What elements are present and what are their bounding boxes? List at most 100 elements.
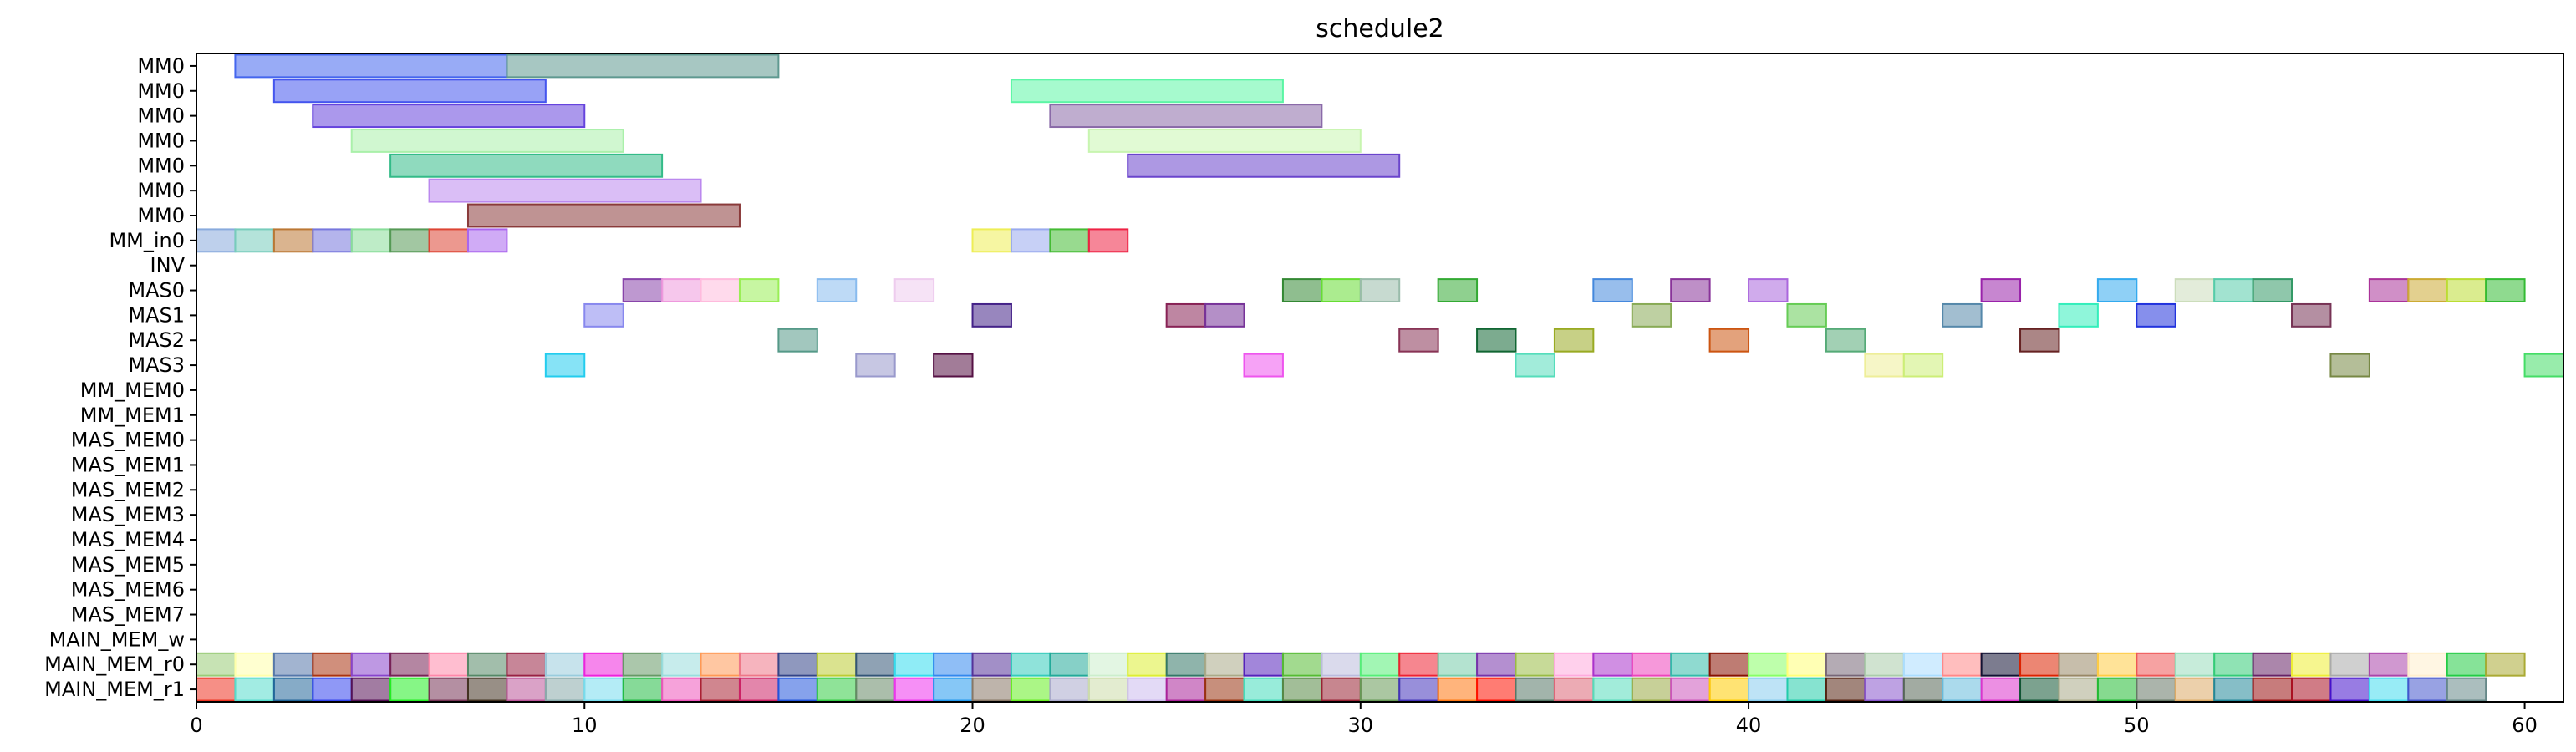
memory-slot-bar <box>1631 652 1672 677</box>
memory-slot-bar <box>350 652 392 677</box>
memory-slot-bar <box>1708 677 1750 702</box>
memory-slot-bar <box>2291 677 2332 702</box>
task-bar <box>816 278 858 302</box>
task-bar <box>1748 278 1789 302</box>
task-bar <box>700 278 741 302</box>
memory-slot-bar <box>661 652 702 677</box>
memory-slot-bar <box>2485 652 2526 677</box>
memory-slot-bar <box>1825 677 1866 702</box>
memory-slot-bar <box>389 652 430 677</box>
task-bar <box>2407 278 2448 302</box>
task-bar <box>1049 104 1323 129</box>
task-bar <box>350 228 392 253</box>
memory-slot-bar <box>622 652 664 677</box>
memory-slot-bar <box>971 652 1012 677</box>
memory-slot-bar <box>1321 652 1362 677</box>
memory-slot-bar <box>971 677 1012 702</box>
memory-slot-bar <box>622 677 664 702</box>
memory-slot-bar <box>2019 677 2060 702</box>
memory-slot-bar <box>1515 677 1555 702</box>
task-bar <box>2446 278 2487 302</box>
task-bar <box>1359 278 1401 302</box>
memory-slot-bar <box>2446 652 2487 677</box>
task-bar <box>855 353 896 378</box>
memory-slot-bar <box>1281 677 1323 702</box>
task-bar <box>1243 353 1284 378</box>
task-bar <box>2019 328 2060 353</box>
chart-title: schedule2 <box>1316 14 1444 43</box>
memory-slot-bar <box>196 652 237 677</box>
memory-slot-bar <box>312 677 353 702</box>
task-bar <box>1708 328 1750 353</box>
memory-slot-bar <box>816 652 858 677</box>
task-bar <box>1127 153 1401 178</box>
memory-slot-bar <box>1708 652 1750 677</box>
memory-slot-bar <box>1398 677 1439 702</box>
memory-slot-bar <box>2252 652 2293 677</box>
task-bar <box>1942 302 1983 328</box>
memory-slot-bar <box>350 677 392 702</box>
task-bar <box>428 178 702 203</box>
memory-slot-bar <box>1049 652 1090 677</box>
memory-slot-bar <box>1592 677 1633 702</box>
memory-slot-bar <box>1670 652 1711 677</box>
task-bar <box>2096 278 2138 302</box>
memory-slot-bar <box>1902 652 1944 677</box>
memory-slot-bar <box>544 677 586 702</box>
memory-slot-bar <box>583 677 624 702</box>
task-bar <box>2213 278 2254 302</box>
memory-slot-bar <box>272 677 314 702</box>
task-bar <box>1515 353 1555 378</box>
memory-slot-bar <box>2213 677 2254 702</box>
memory-slot-bar <box>583 652 624 677</box>
memory-slot-bar <box>2291 652 2332 677</box>
memory-slot-bar <box>1437 652 1479 677</box>
memory-slot-bar <box>2136 677 2176 702</box>
task-bar <box>777 328 818 353</box>
task-bar <box>933 353 974 378</box>
memory-slot-bar <box>1204 652 1245 677</box>
memory-slot-bar <box>1980 677 2022 702</box>
memory-slot-bar <box>893 677 935 702</box>
task-bar <box>2174 278 2216 302</box>
memory-slot-bar <box>1398 652 1439 677</box>
memory-slot-bar <box>544 652 586 677</box>
task-bar <box>1864 353 1905 378</box>
task-bar <box>1204 302 1245 328</box>
row-label: MAS_MEM4 <box>71 528 185 551</box>
task-bar <box>1165 302 1207 328</box>
row-label: MAIN_MEM_r0 <box>44 653 185 676</box>
x-tick-label: 10 <box>572 714 598 737</box>
task-bar <box>196 228 237 253</box>
memory-slot-bar <box>2096 652 2138 677</box>
row-label: MM_MEM0 <box>80 379 185 402</box>
task-bar <box>272 79 547 104</box>
memory-slot-bar <box>700 652 741 677</box>
memory-slot-bar <box>661 677 702 702</box>
task-bar <box>1437 278 1479 302</box>
memory-slot-bar <box>1864 652 1905 677</box>
row-label: MAS1 <box>128 303 185 327</box>
task-bar <box>1592 278 1633 302</box>
memory-slot-bar <box>855 652 896 677</box>
task-bar <box>2252 278 2293 302</box>
memory-slot-bar <box>1359 652 1401 677</box>
memory-slot-bar <box>1592 652 1633 677</box>
memory-slot-bar <box>389 677 430 702</box>
row-label: MAS3 <box>128 353 185 377</box>
task-bar <box>1670 278 1711 302</box>
memory-slot-bar <box>2329 652 2370 677</box>
memory-slot-bar <box>1127 652 1168 677</box>
task-bar <box>2329 353 2370 378</box>
task-bar <box>234 53 508 79</box>
task-bar <box>389 228 430 253</box>
task-bar <box>312 104 586 129</box>
memory-slot-bar <box>1049 677 1090 702</box>
row-label: MAS_MEM5 <box>71 553 185 577</box>
x-tick-label: 0 <box>190 714 202 737</box>
memory-slot-bar <box>777 677 818 702</box>
memory-slot-bar <box>2058 652 2099 677</box>
task-bar <box>1010 79 1284 104</box>
x-tick-label: 30 <box>1348 714 1374 737</box>
